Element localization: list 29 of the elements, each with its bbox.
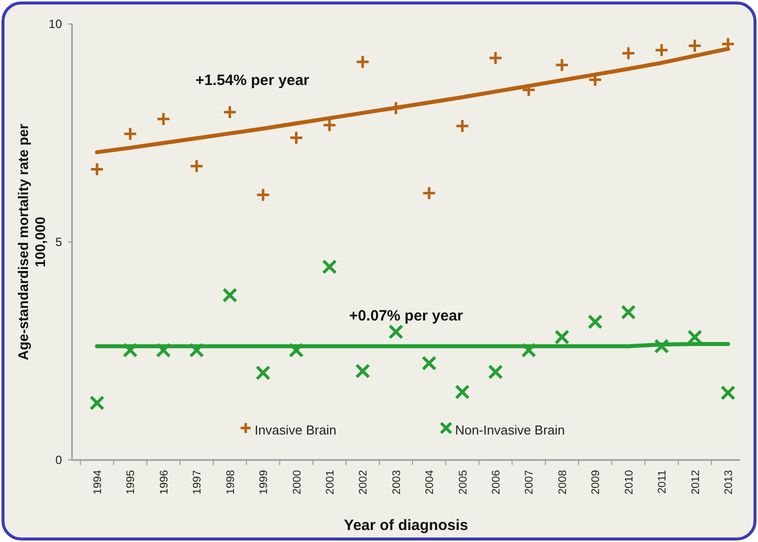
x-tick-label: 2007	[524, 470, 536, 494]
y-tick-label: 10	[48, 17, 62, 32]
x-tick-label: 1995	[125, 470, 138, 494]
annotation: +0.07% per year	[349, 307, 464, 324]
legend-label: Invasive Brain	[254, 422, 336, 438]
x-tick-label: 2002	[358, 470, 370, 494]
x-tick-label: 1999	[258, 470, 270, 494]
y-tick-label: 5	[55, 235, 62, 250]
y-tick-label: 0	[55, 453, 62, 468]
x-axis-title: Year of diagnosis	[344, 517, 468, 534]
legend-label: Non-Invasive Brain	[455, 422, 565, 438]
x-tick-label: 2010	[623, 470, 636, 494]
annotation: +1.54% per year	[195, 72, 310, 90]
x-tick-label: 2006	[490, 470, 503, 494]
y-axis-title: Age-standardised mortality rate per 100,000	[15, 123, 48, 360]
x-tick-label: 2000	[291, 470, 304, 494]
x-tick-label: 1997	[192, 470, 204, 494]
x-tick-label: 1998	[224, 470, 237, 494]
x-tick-label: 2012	[690, 470, 702, 494]
x-tick-label: 2008	[556, 470, 569, 494]
x-tick-label: 2005	[457, 470, 470, 494]
x-tick-label: 1994	[92, 470, 104, 494]
x-tick-label: 2004	[424, 470, 436, 494]
x-tick-label: 2001	[324, 470, 336, 494]
x-tick-label: 2013	[723, 470, 735, 494]
x-tick-label: 2003	[390, 470, 403, 494]
x-tick-label: 2009	[590, 470, 602, 494]
x-tick-label: 2011	[656, 470, 669, 494]
x-tick-label: 1996	[158, 470, 170, 494]
